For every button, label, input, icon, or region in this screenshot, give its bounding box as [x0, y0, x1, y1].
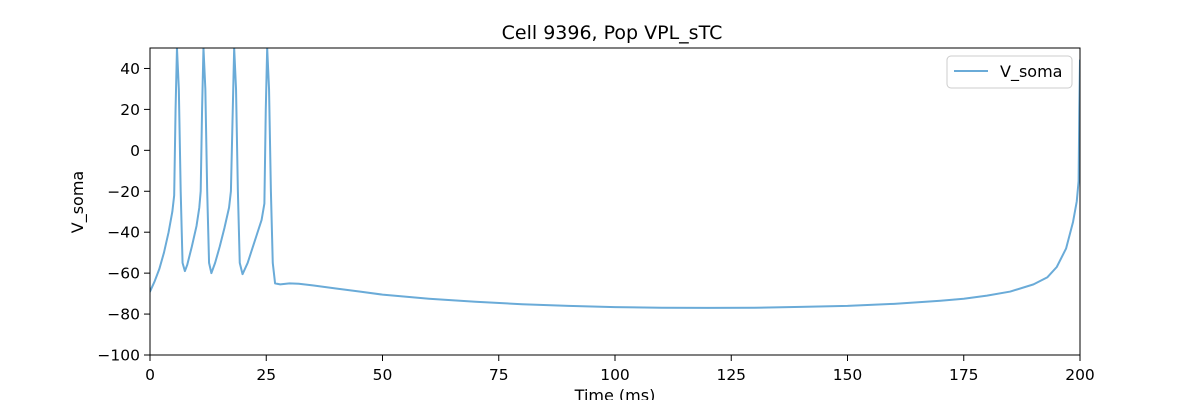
x-axis: 0 25 50 75 100 125 150 175 200 [145, 355, 1095, 384]
y-tick-label: 0 [130, 142, 140, 160]
x-tick-label: 125 [716, 366, 746, 384]
x-tick-label: 0 [145, 366, 155, 384]
x-axis-label: Time (ms) [574, 386, 656, 400]
y-axis-label: V_soma [68, 171, 88, 233]
axes-frame [149, 47, 1081, 356]
y-tick-label: 40 [120, 60, 140, 78]
x-tick-label: 100 [600, 366, 630, 384]
y-tick-label: −20 [107, 183, 140, 201]
plot-area [150, 48, 1080, 309]
x-tick-label: 150 [833, 366, 863, 384]
chart-title: Cell 9396, Pop VPL_sTC [502, 22, 723, 44]
x-tick-label: 25 [256, 366, 276, 384]
y-axis: −100 −80 −60 −40 −20 0 20 40 [97, 60, 150, 365]
legend-series-label: V_soma [1000, 62, 1062, 82]
y-tick-label: −40 [107, 224, 140, 242]
y-tick-label: 20 [120, 101, 140, 119]
x-tick-label: 75 [489, 366, 509, 384]
y-tick-label: −60 [107, 265, 140, 283]
y-tick-label: −80 [107, 306, 140, 324]
x-tick-label: 50 [373, 366, 393, 384]
legend: V_soma [946, 55, 1073, 89]
y-tick-label: −100 [97, 347, 140, 365]
x-tick-label: 175 [949, 366, 979, 384]
series-line-0 [150, 48, 1080, 309]
x-tick-label: 200 [1065, 366, 1095, 384]
legend-box [946, 55, 1073, 89]
